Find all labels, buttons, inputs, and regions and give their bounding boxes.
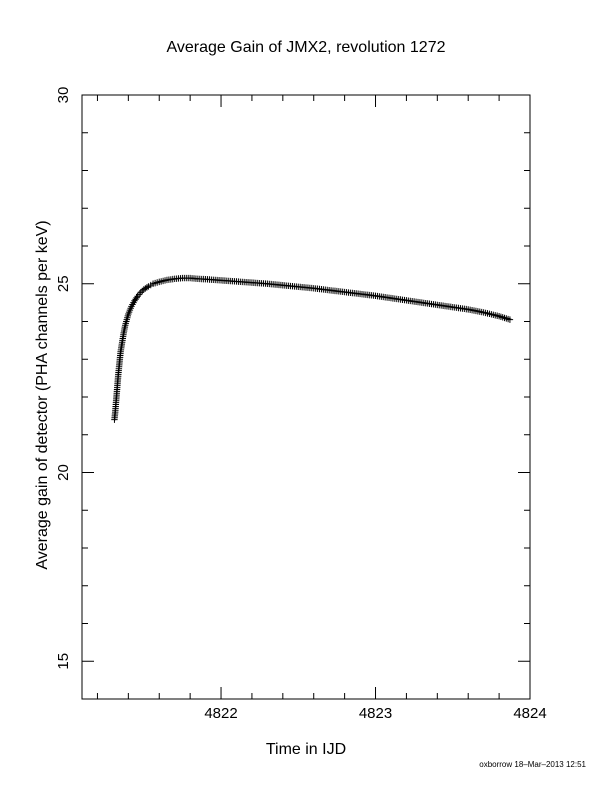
axis-ticks — [82, 94, 531, 700]
y-tick-label: 15 — [55, 653, 72, 670]
plus-marker — [133, 294, 140, 301]
plus-marker — [506, 316, 514, 323]
y-axis-label: Average gain of detector (PHA channels p… — [34, 220, 51, 569]
x-tick-label: 4823 — [359, 705, 392, 722]
footer-stamp: oxborrow 18–Mar–2013 12:51 — [479, 760, 586, 769]
data-series — [111, 274, 514, 423]
chart-title: Average Gain of JMX2, revolution 1272 — [167, 39, 446, 56]
axis-tick-labels: 4822 4823 4824 15 20 25 30 — [55, 87, 547, 722]
plus-marker — [137, 289, 144, 296]
plot-frame — [81, 94, 531, 700]
x-axis-label: Time in IJD — [266, 741, 346, 758]
x-tick-label: 4822 — [204, 705, 237, 722]
y-tick-label: 30 — [55, 87, 72, 104]
y-tick-label: 20 — [55, 464, 72, 481]
plus-marker — [143, 284, 151, 291]
x-tick-label: 4824 — [513, 705, 546, 722]
y-tick-label: 25 — [55, 275, 72, 292]
